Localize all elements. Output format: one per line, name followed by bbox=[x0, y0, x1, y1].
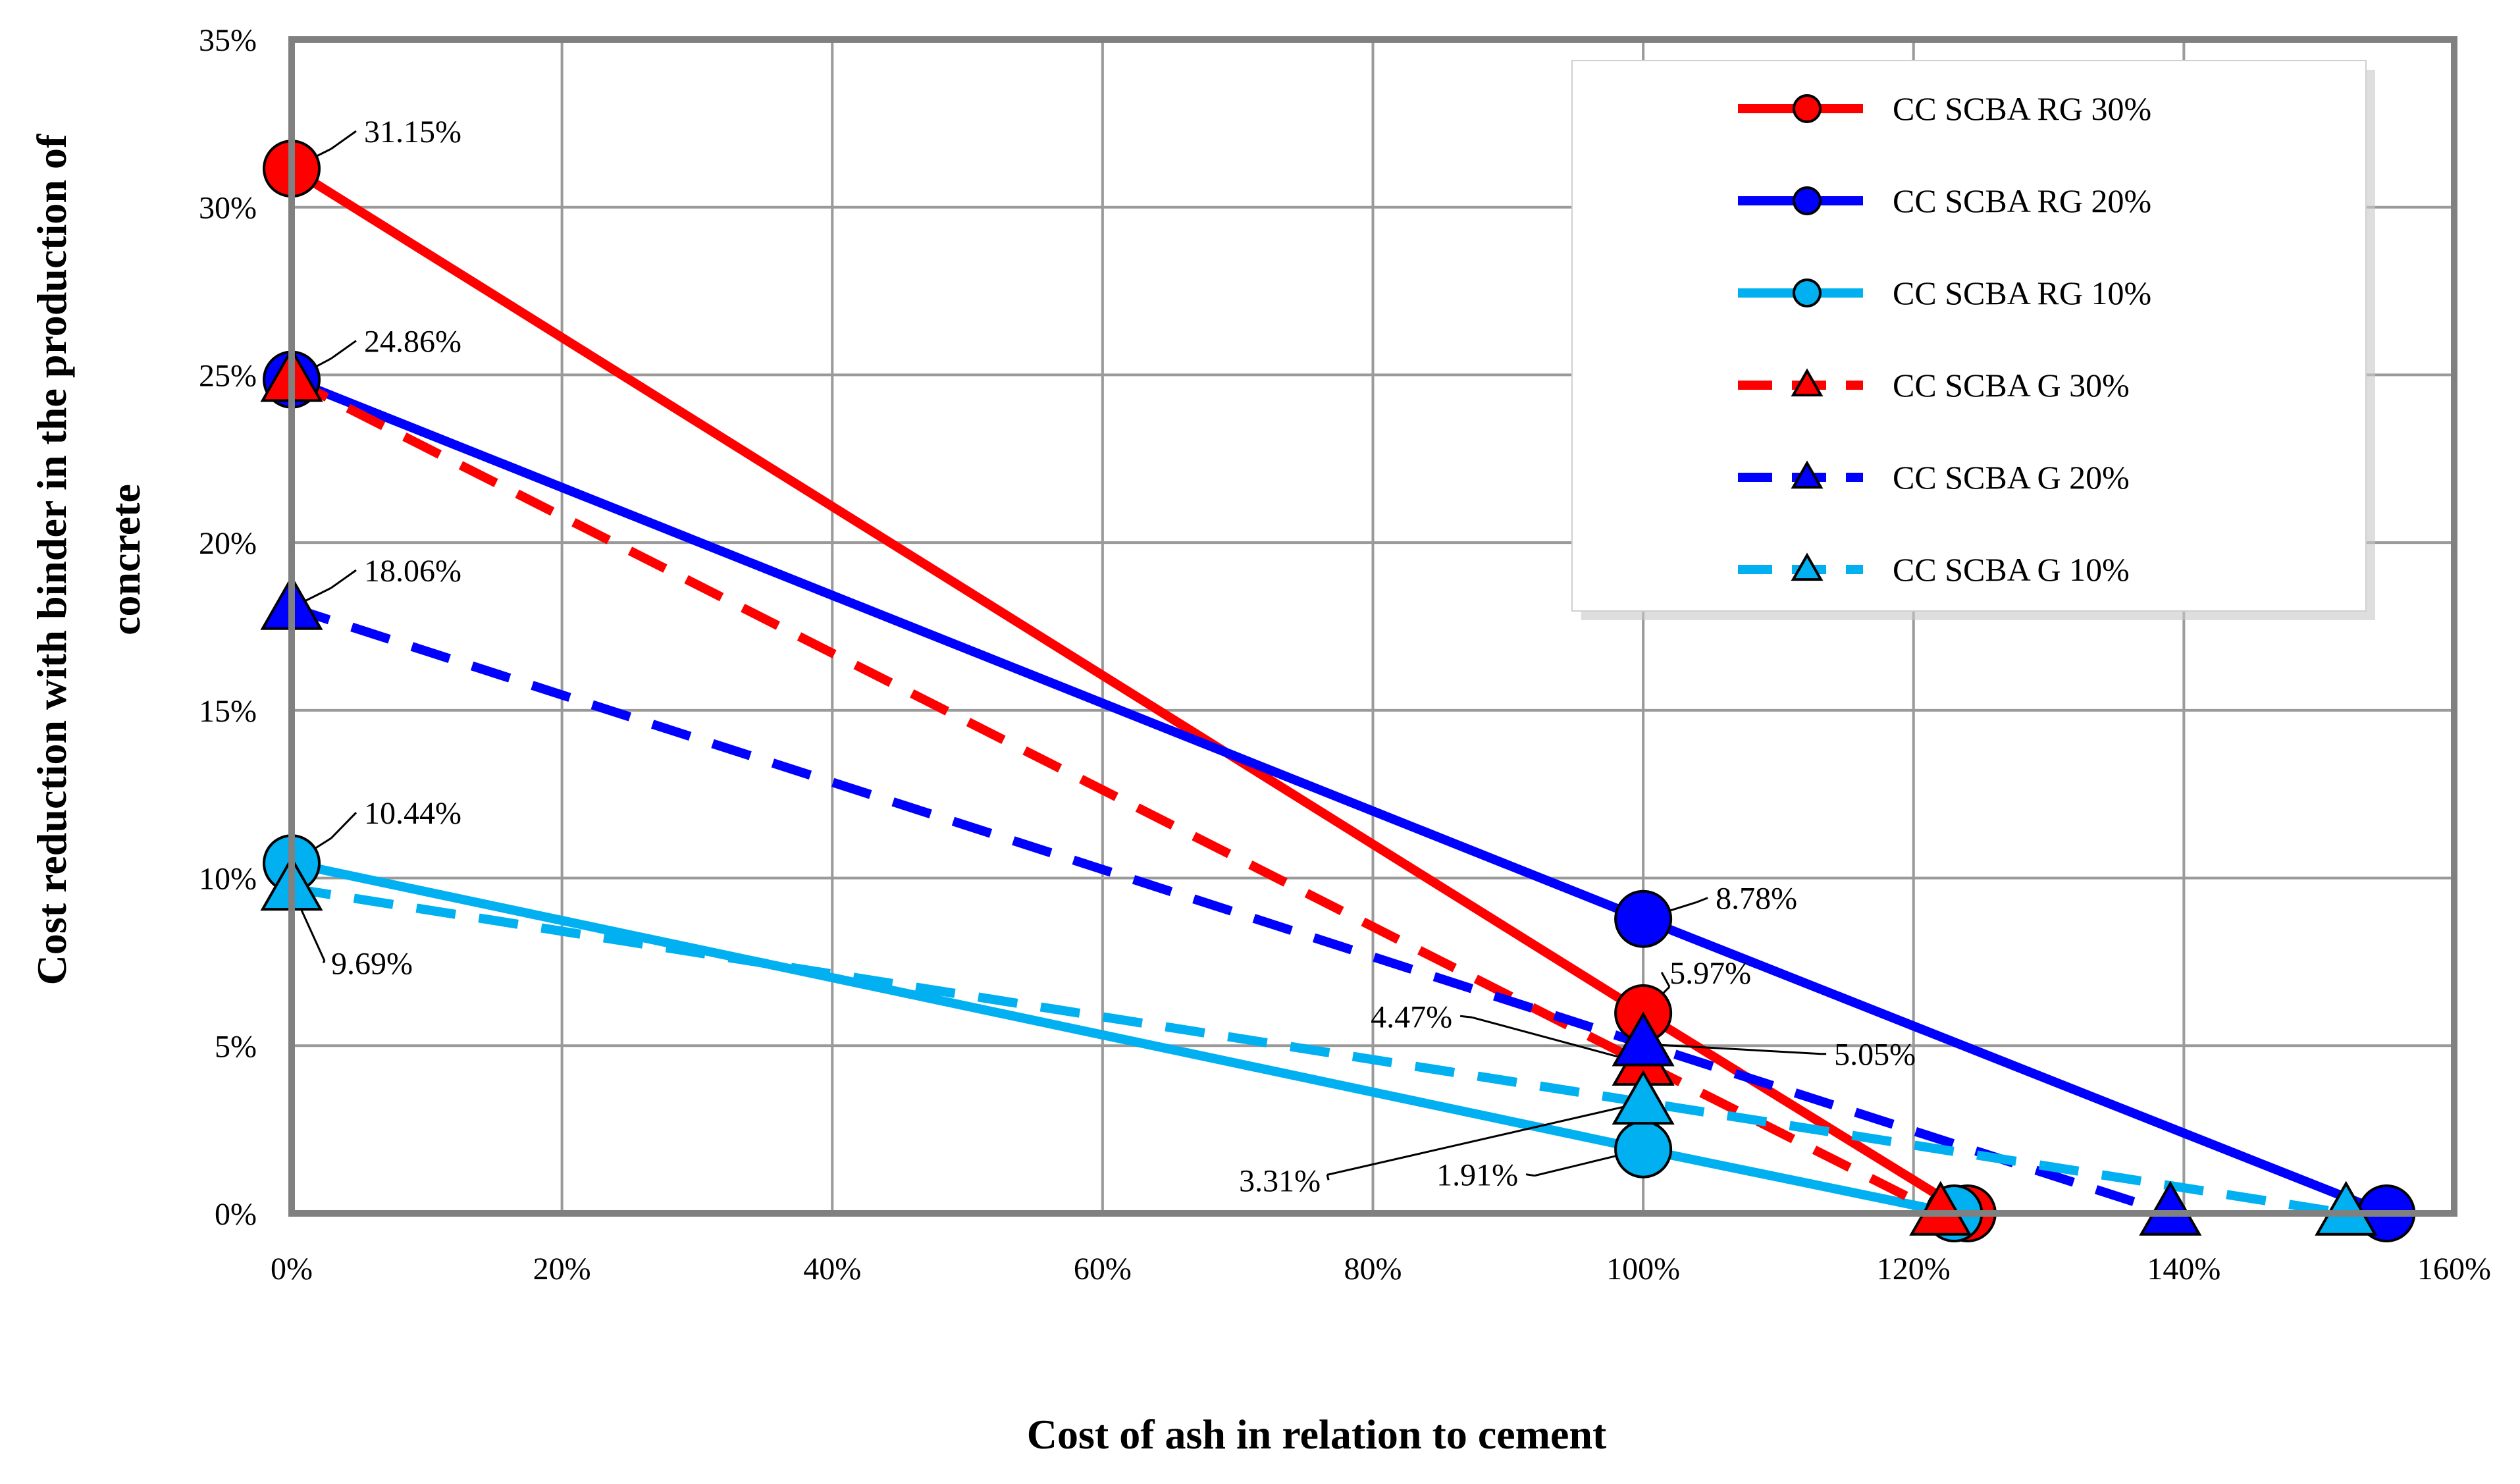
label-leader-line bbox=[1326, 1101, 1644, 1176]
y-tick-label: 35% bbox=[199, 23, 257, 58]
data-label: 4.47% bbox=[1371, 999, 1452, 1034]
x-tick-label: 20% bbox=[533, 1252, 591, 1286]
series-line bbox=[290, 884, 2347, 1218]
legend-label: CC SCBA RG 10% bbox=[1893, 275, 2151, 311]
legend-items: CC SCBA RG 30% CC SCBA RG 20% CC SCBA RG 1… bbox=[1738, 90, 2151, 588]
x-tick-label: 120% bbox=[1877, 1252, 1951, 1286]
y-tick-label: 15% bbox=[199, 694, 257, 729]
data-label: 9.69% bbox=[331, 946, 413, 981]
label-leader-line bbox=[330, 130, 357, 150]
data-point-triangle bbox=[2315, 1180, 2378, 1236]
label-leader-line bbox=[330, 812, 357, 839]
label-leader-line bbox=[322, 960, 326, 964]
x-tick-label: 60% bbox=[1074, 1252, 1132, 1286]
label-leader-line bbox=[1326, 1175, 1330, 1180]
y-tick-label: 0% bbox=[215, 1197, 257, 1232]
label-leader-line bbox=[1660, 972, 1671, 988]
data-point-triangle bbox=[1909, 1180, 1972, 1236]
label-leader-line bbox=[1643, 1043, 1822, 1055]
label-leader-line bbox=[1525, 1173, 1535, 1177]
x-tick-label: 140% bbox=[2147, 1252, 2220, 1286]
label-leader-line bbox=[1695, 897, 1708, 904]
legend-box bbox=[1571, 60, 2367, 612]
x-axis-title: Cost of ash in relation to cement bbox=[1027, 1411, 1607, 1458]
y-tick-label: 5% bbox=[215, 1029, 257, 1064]
y-tick-label: 25% bbox=[199, 358, 257, 393]
x-tick-label: 160% bbox=[2417, 1252, 2491, 1286]
legend-label: CC SCBA G 30% bbox=[1893, 367, 2130, 404]
data-point-triangle bbox=[2139, 1180, 2202, 1236]
data-label: 31.15% bbox=[364, 115, 461, 149]
data-label: 10.44% bbox=[364, 796, 461, 831]
label-leader-line bbox=[1459, 1015, 1473, 1019]
data-label: 5.97% bbox=[1669, 956, 1751, 991]
x-tick-label: 80% bbox=[1344, 1252, 1402, 1286]
x-tick-label: 100% bbox=[1606, 1252, 1680, 1286]
y-axis-title-line-2: concrete bbox=[102, 484, 149, 635]
data-point-circle bbox=[1614, 889, 1673, 948]
data-label: 8.78% bbox=[1716, 882, 1797, 916]
legend-label: CC SCBA RG 30% bbox=[1893, 90, 2151, 127]
data-label: 5.05% bbox=[1834, 1038, 1916, 1073]
series-markers bbox=[260, 140, 2416, 1242]
legend-label: CC SCBA G 10% bbox=[1893, 551, 2130, 588]
data-label: 18.06% bbox=[364, 554, 461, 589]
legend-swatch-circle bbox=[1793, 186, 1822, 215]
data-point-triangle bbox=[1612, 1011, 1675, 1067]
data-labels: 31.15% 24.86% 18.06% 10.44% 9.69% 8.78% 5.97% 4… bbox=[331, 115, 1916, 1198]
x-tick-label: 0% bbox=[271, 1252, 313, 1286]
series-line bbox=[289, 375, 1943, 1218]
y-tick-label: 30% bbox=[199, 191, 257, 226]
data-label: 1.91% bbox=[1436, 1158, 1518, 1193]
plot-frame bbox=[288, 36, 2457, 1217]
legend-swatch-circle bbox=[1793, 278, 1822, 307]
legend-swatch-triangle bbox=[1791, 552, 1824, 581]
legend-swatch-circle bbox=[1793, 94, 1822, 123]
y-tick-label: 10% bbox=[199, 862, 257, 897]
data-label: 24.86% bbox=[364, 325, 461, 359]
legend-swatch-triangle bbox=[1791, 368, 1824, 397]
legend: CC SCBA RG 30% CC SCBA RG 20% CC SCBA RG 1… bbox=[1571, 60, 2375, 620]
legend-swatch-triangle bbox=[1791, 460, 1824, 489]
label-leader-line bbox=[330, 340, 357, 359]
label-leader-line bbox=[330, 569, 357, 589]
legend-label: CC SCBA G 20% bbox=[1893, 459, 2130, 496]
data-point-triangle bbox=[1612, 1069, 1675, 1125]
data-point-circle bbox=[1614, 1120, 1673, 1179]
tick-labels: 0% 20% 40% 60% 80% 100% 120% 140% 160% 0% 5% 10% 15%… bbox=[199, 23, 2491, 1286]
y-axis-title-line-1: Cost reduction with binder in the produc… bbox=[28, 134, 75, 985]
data-label: 3.31% bbox=[1239, 1163, 1321, 1198]
x-tick-label: 40% bbox=[803, 1252, 861, 1286]
y-tick-label: 20% bbox=[199, 526, 257, 561]
legend-label: CC SCBA RG 20% bbox=[1893, 182, 2151, 219]
label-leader-line bbox=[1471, 1016, 1644, 1065]
